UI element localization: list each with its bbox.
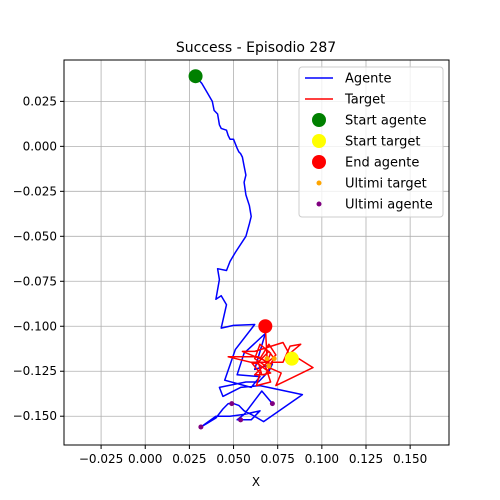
marker-start-agente: [188, 69, 203, 84]
series-line-agente: [195, 75, 304, 428]
y-tick-label: 0.025: [23, 94, 57, 108]
marker-ultimi-agente: [269, 401, 275, 407]
marker-ultimi-target: [266, 363, 272, 369]
x-tick-label: −0.025: [79, 452, 123, 466]
y-tick-label: −0.050: [13, 229, 57, 243]
legend-label-end-agente: End agente: [345, 156, 419, 171]
x-tick-label: 0.125: [349, 452, 383, 466]
y-axis-ticks: 0.025 0.000 −0.025 −0.050 −0.075 −0.100 −0.125…: [13, 94, 64, 423]
marker-ultimi-agente: [238, 417, 244, 423]
legend-box: [298, 66, 444, 218]
marker-ultimi-agente: [229, 401, 235, 407]
legend-label-start-target: Start target: [345, 135, 420, 150]
y-tick-label: −0.025: [13, 184, 57, 198]
marker-ultimi-target: [264, 356, 270, 362]
x-tick-label: 0.050: [216, 452, 250, 466]
legend-label-ultimi-agente: Ultimi agente: [345, 198, 433, 213]
legend-label-agente: Agente: [345, 72, 391, 87]
marker-ultimi-target: [271, 356, 277, 362]
y-tick-label: 0.000: [23, 139, 57, 153]
legend-label-start-agente: Start agente: [345, 114, 426, 129]
y-tick-label: −0.075: [13, 274, 57, 288]
marker-end-agente: [258, 319, 273, 334]
series-line-target: [227, 326, 314, 387]
x-axis-label: X: [252, 475, 260, 489]
legend-swatch-ultimi-target: [316, 180, 322, 186]
y-tick-label: −0.125: [13, 364, 57, 378]
legend-swatch-start-agente: [312, 113, 326, 127]
legend-swatch-ultimi-agente: [316, 201, 322, 207]
legend-label-ultimi-target: Ultimi target: [345, 177, 427, 192]
x-tick-label: 0.000: [128, 452, 162, 466]
y-tick-label: −0.150: [13, 409, 57, 423]
x-tick-label: 0.150: [393, 452, 427, 466]
legend-label-target: Target: [344, 93, 385, 108]
plot-area: [188, 69, 314, 430]
legend-swatch-start-target: [312, 134, 326, 148]
chart-title: Success - Episodio 287: [176, 40, 336, 56]
y-tick-label: −0.100: [13, 319, 57, 333]
x-tick-label: 0.025: [172, 452, 206, 466]
marker-start-target: [284, 351, 299, 366]
legend: Agente Target Start agente Start target End …: [298, 66, 444, 218]
x-tick-label: 0.075: [261, 452, 295, 466]
x-tick-label: 0.100: [305, 452, 339, 466]
axes-frame: [63, 59, 450, 446]
legend-swatch-end-agente: [312, 155, 326, 169]
marker-ultimi-agente: [198, 424, 204, 430]
x-axis-ticks: −0.025 0.000 0.025 0.050 0.075 0.100 0.125 0.15…: [79, 445, 427, 466]
